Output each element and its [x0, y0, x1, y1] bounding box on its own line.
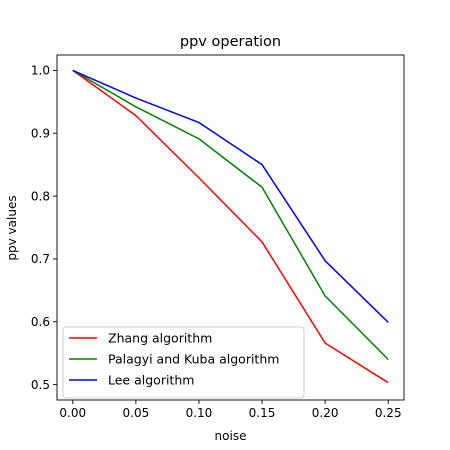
legend-entry-1: Palagyi and Kuba algorithm — [108, 352, 279, 367]
x-tick-label: 0.05 — [123, 406, 150, 420]
y-tick-label: 0.6 — [31, 315, 50, 329]
legend: Zhang algorithm Palagyi and Kuba algorith… — [62, 326, 305, 399]
x-tick-label: 0.25 — [375, 406, 402, 420]
chart-title: ppv operation — [180, 34, 281, 50]
x-tick-label: 0.20 — [312, 406, 339, 420]
series-line-1 — [72, 69, 389, 360]
plot-area: 0.00 0.05 0.10 0.15 0.20 0.25 0.5 0.6 0.7 0.8 0.9 1… — [31, 54, 405, 420]
x-tick-label: 0.10 — [186, 406, 213, 420]
x-tick-label: 0.00 — [59, 406, 86, 420]
y-tick-label: 0.8 — [31, 189, 50, 203]
series-line-0 — [72, 69, 389, 384]
x-tick-label: 0.15 — [249, 406, 276, 420]
legend-entry-0: Zhang algorithm — [108, 331, 212, 346]
series-line-2 — [72, 69, 389, 323]
axes-frame — [56, 54, 405, 401]
y-tick-label: 0.5 — [31, 378, 50, 392]
y-tick-label: 1.0 — [31, 64, 50, 78]
y-axis-label: ppv values — [5, 195, 19, 260]
x-axis-label: noise — [215, 429, 247, 443]
legend-entry-2: Lee algorithm — [108, 373, 194, 388]
legend-box — [62, 326, 305, 399]
y-tick-label: 0.9 — [31, 127, 50, 141]
y-tick-label: 0.7 — [31, 252, 50, 266]
